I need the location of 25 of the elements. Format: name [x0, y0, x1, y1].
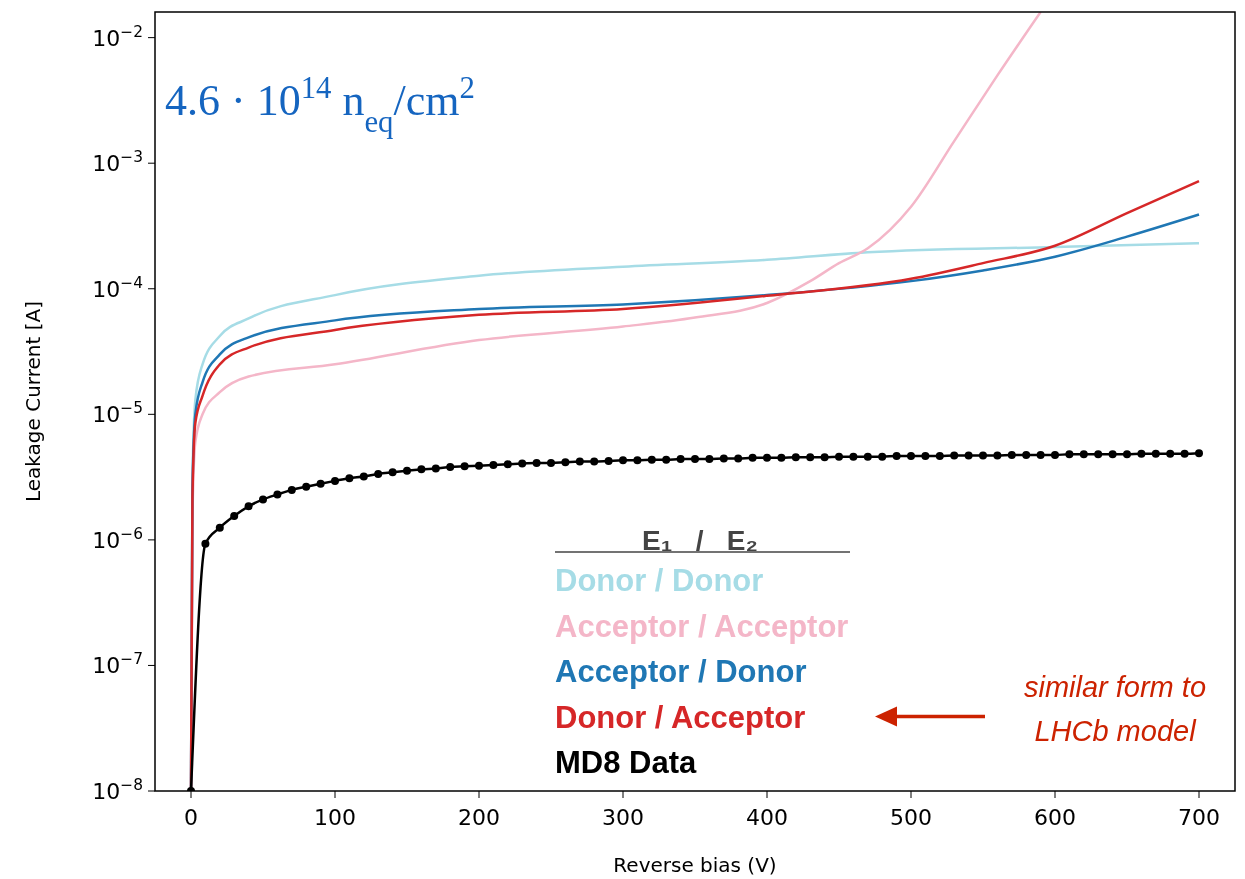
text: Acceptor / Donor [555, 654, 807, 689]
y-tick-label: 10$^{−5}$ [92, 399, 143, 428]
x-tick-label: 500 [890, 805, 932, 830]
text: Acceptor / Acceptor [555, 608, 849, 644]
x-tick-label: 100 [314, 805, 356, 830]
y-tick-label: 10$^{−2}$ [92, 22, 143, 51]
y-tick-label: 10$^{−6}$ [92, 524, 143, 553]
x-tick-label: 200 [458, 805, 500, 830]
text: MD8 Data [555, 745, 698, 780]
y-tick-label: 10$^{−7}$ [92, 650, 143, 679]
legend-title: E₁ / E₂ [642, 525, 758, 556]
x-tick-label: 700 [1178, 805, 1220, 830]
text: Donor / Donor [555, 563, 764, 598]
x-axis-title: Reverse bias (V) [613, 853, 777, 877]
annotation: similar form to LHCb model [1023, 671, 1207, 747]
x-tick-label: 0 [184, 805, 198, 830]
annotation: 4.6 · 10$^{14}$ n$_{eq}$/cm$^{2}$ [165, 71, 475, 139]
y-tick-label: 10$^{−3}$ [92, 148, 143, 177]
y-tick-label: 10$^{−8}$ [92, 776, 143, 804]
y-tick-label: 10$^{−4}$ [92, 273, 143, 302]
x-tick-label: 600 [1034, 805, 1076, 830]
x-tick-label: 400 [746, 805, 788, 830]
y-axis-title: Leakage Current [A] [21, 301, 45, 502]
x-tick-label: 300 [602, 805, 644, 830]
text: Donor / Acceptor [555, 699, 806, 735]
